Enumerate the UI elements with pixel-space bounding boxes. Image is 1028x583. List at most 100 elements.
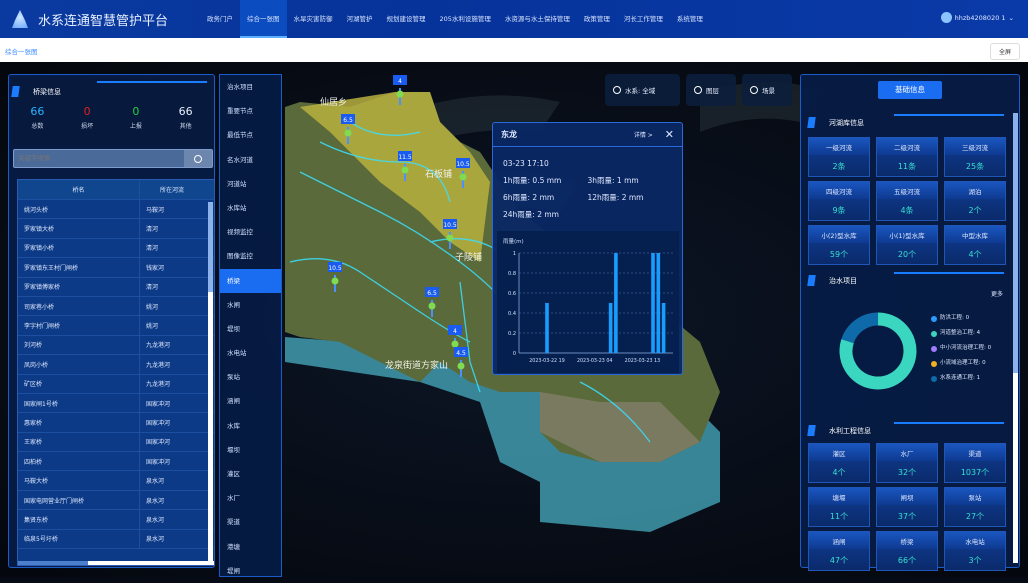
side-menu-item[interactable]: 堰坝	[227, 445, 240, 454]
info-card[interactable]: 小(1)型水库 20个	[876, 225, 938, 265]
close-icon[interactable]: ✕	[664, 128, 674, 141]
search-button[interactable]	[184, 150, 212, 167]
table-row[interactable]: 马鞍大桥 泉水河	[18, 471, 214, 491]
table-row[interactable]: 王家桥 国家冲河	[18, 432, 214, 453]
info-card[interactable]: 渠道 1037个	[944, 443, 1006, 483]
river-name: 钱家河	[146, 264, 165, 272]
side-menu-item[interactable]: 堤坝	[227, 324, 240, 333]
info-card[interactable]: 灌区 4个	[808, 443, 870, 483]
info-card[interactable]: 塘堰 11个	[808, 487, 870, 527]
station-marker[interactable]: 6.5	[341, 114, 355, 144]
info-card[interactable]: 一级河流 2条	[808, 137, 870, 177]
table-row[interactable]: 刘河桥 九龙港河	[18, 335, 214, 356]
info-card[interactable]: 三级河流 25条	[944, 137, 1006, 177]
location-icon	[694, 86, 702, 94]
column-header[interactable]: 桥名	[18, 180, 140, 199]
card-label: 水厂	[877, 444, 937, 461]
side-menu-item[interactable]: 水库站	[227, 203, 247, 212]
nav-item[interactable]: 河湖管护	[346, 15, 373, 23]
info-card[interactable]: 二级河流 11条	[876, 137, 938, 177]
table-row[interactable]: 临泉5号圩桥 泉水河	[18, 529, 214, 550]
side-menu-item[interactable]: 桥梁	[220, 268, 281, 293]
info-card[interactable]: 小(2)型水库 59个	[808, 225, 870, 265]
user-menu[interactable]: hhzb4208020 1 ⌄	[940, 12, 1014, 23]
table-row[interactable]: 集贤东桥 泉水河	[18, 510, 214, 530]
nav-item[interactable]: 综合一张图	[240, 0, 287, 38]
side-menu-item[interactable]: 名水河道	[227, 155, 253, 164]
more-link[interactable]: 更多	[990, 291, 1003, 298]
info-card[interactable]: 水电站 3个	[944, 531, 1006, 571]
map-button[interactable]: 场景	[742, 74, 792, 106]
table-row[interactable]: 国家闸1号桥 国家冲河	[18, 393, 214, 414]
table-row[interactable]: 罗家镇傅家桥 清河	[18, 277, 214, 297]
station-marker[interactable]: 11.5	[398, 151, 412, 181]
side-menu-item[interactable]: 河道站	[227, 179, 247, 188]
side-menu-item[interactable]: 图像监控	[227, 252, 253, 261]
bridge-name: 临泉5号圩桥	[18, 529, 140, 549]
vertical-scrollbar[interactable]	[208, 202, 213, 562]
side-menu-item[interactable]: 水闸	[227, 300, 240, 309]
side-menu-item[interactable]: 涵闸	[227, 397, 240, 406]
side-menu-item[interactable]: 视频监控	[227, 228, 253, 237]
info-card[interactable]: 中型水库 4个	[944, 225, 1006, 265]
side-menu-item[interactable]: 渠道	[227, 518, 240, 527]
side-menu-item[interactable]: 水电站	[227, 349, 247, 358]
table-row[interactable]: 四柏桥 国家冲河	[18, 452, 214, 472]
nav-item[interactable]: 河长工作管理	[623, 15, 663, 23]
side-menu-item[interactable]: 泵站	[227, 373, 240, 382]
info-card[interactable]: 桥梁 66个	[876, 531, 938, 571]
table-row[interactable]: 罗家镇小桥 清河	[18, 238, 214, 259]
info-card[interactable]: 泵站 27个	[944, 487, 1006, 527]
side-menu-item[interactable]: 最低节点	[227, 131, 253, 140]
table-row[interactable]: 姚河头桥 马鞍河	[18, 200, 214, 220]
map-button[interactable]: 水系: 全域	[605, 74, 680, 106]
nav-item[interactable]: 政策管理	[583, 15, 610, 23]
table-row[interactable]: 罗家镇东王村门闸桥 钱家河	[18, 258, 214, 278]
info-card[interactable]: 湖泊 2个	[944, 181, 1006, 221]
side-menu-item[interactable]: 重要节点	[227, 107, 253, 116]
table-row[interactable]: 罗家镇大桥 清河	[18, 219, 214, 239]
info-card[interactable]: 涵闸 47个	[808, 531, 870, 571]
nav-item[interactable]: 水旱灾害防御	[293, 15, 333, 23]
table-row[interactable]: 司家巷小桥 姚河	[18, 296, 214, 317]
station-marker[interactable]: 10.5	[328, 262, 342, 292]
y-axis-label: 雨量(m)	[503, 238, 524, 245]
detail-link[interactable]: 详情 >	[633, 132, 653, 139]
station-marker[interactable]: 4.5	[454, 347, 468, 377]
station-marker[interactable]: 10.5	[456, 158, 470, 188]
info-card[interactable]: 闸坝 37个	[876, 487, 938, 527]
breadcrumb[interactable]: 综合一张图	[5, 48, 38, 56]
nav-item[interactable]: 系统管理	[676, 15, 703, 23]
table-row[interactable]: 凤岗小桥 九龙港河	[18, 355, 214, 375]
table-row[interactable]: 李字村门闸桥 姚河	[18, 316, 214, 336]
horizontal-scrollbar[interactable]	[18, 561, 214, 565]
side-menu-item[interactable]: 堤闸	[227, 566, 240, 575]
fullscreen-button[interactable]: 全屏	[989, 43, 1020, 60]
nav-item[interactable]: 水资源与水土保持管理	[504, 15, 570, 23]
nav-item[interactable]: 规划建设管理	[386, 15, 426, 23]
column-header[interactable]: 所在河流	[159, 187, 184, 194]
info-card[interactable]: 水厂 32个	[876, 443, 938, 483]
side-menu-item[interactable]: 治水项目	[227, 83, 253, 91]
table-row[interactable]: 矿区桥 九龙港河	[18, 374, 214, 394]
side-menu-item[interactable]: 水厂	[227, 494, 240, 503]
nav-item[interactable]: 205水利设施管理	[439, 15, 491, 23]
side-menu-item[interactable]: 港塘	[227, 542, 240, 551]
info-card[interactable]: 四级河流 9条	[808, 181, 870, 221]
stat-item: 0 上报	[130, 105, 142, 130]
tab-basic-info[interactable]: 基础信息	[878, 81, 942, 99]
station-marker[interactable]: 6.5	[425, 287, 439, 317]
river-lake-grid: 一级河流 2条 二级河流 11条 三级河流 25条四级河流 9条 五级河流 4条 湖泊 2个小(2)…	[808, 137, 1006, 265]
table-row[interactable]: 惠家桥 国家冲河	[18, 413, 214, 433]
table-row[interactable]: 国家电网营业厅门闸桥 泉水河	[18, 490, 214, 511]
side-menu-item[interactable]: 水库	[227, 421, 240, 430]
info-card[interactable]: 五级河流 4条	[876, 181, 938, 221]
nav-item[interactable]: 政务门户	[207, 15, 233, 23]
search-input[interactable]	[14, 150, 184, 167]
station-marker[interactable]: 10.5	[443, 219, 457, 249]
vertical-scrollbar[interactable]	[1013, 113, 1018, 563]
side-menu-item[interactable]: 灌区	[227, 470, 240, 478]
map-button[interactable]: 图层	[686, 74, 736, 106]
station-marker[interactable]: 4	[393, 75, 407, 105]
rain-bar	[608, 303, 613, 353]
